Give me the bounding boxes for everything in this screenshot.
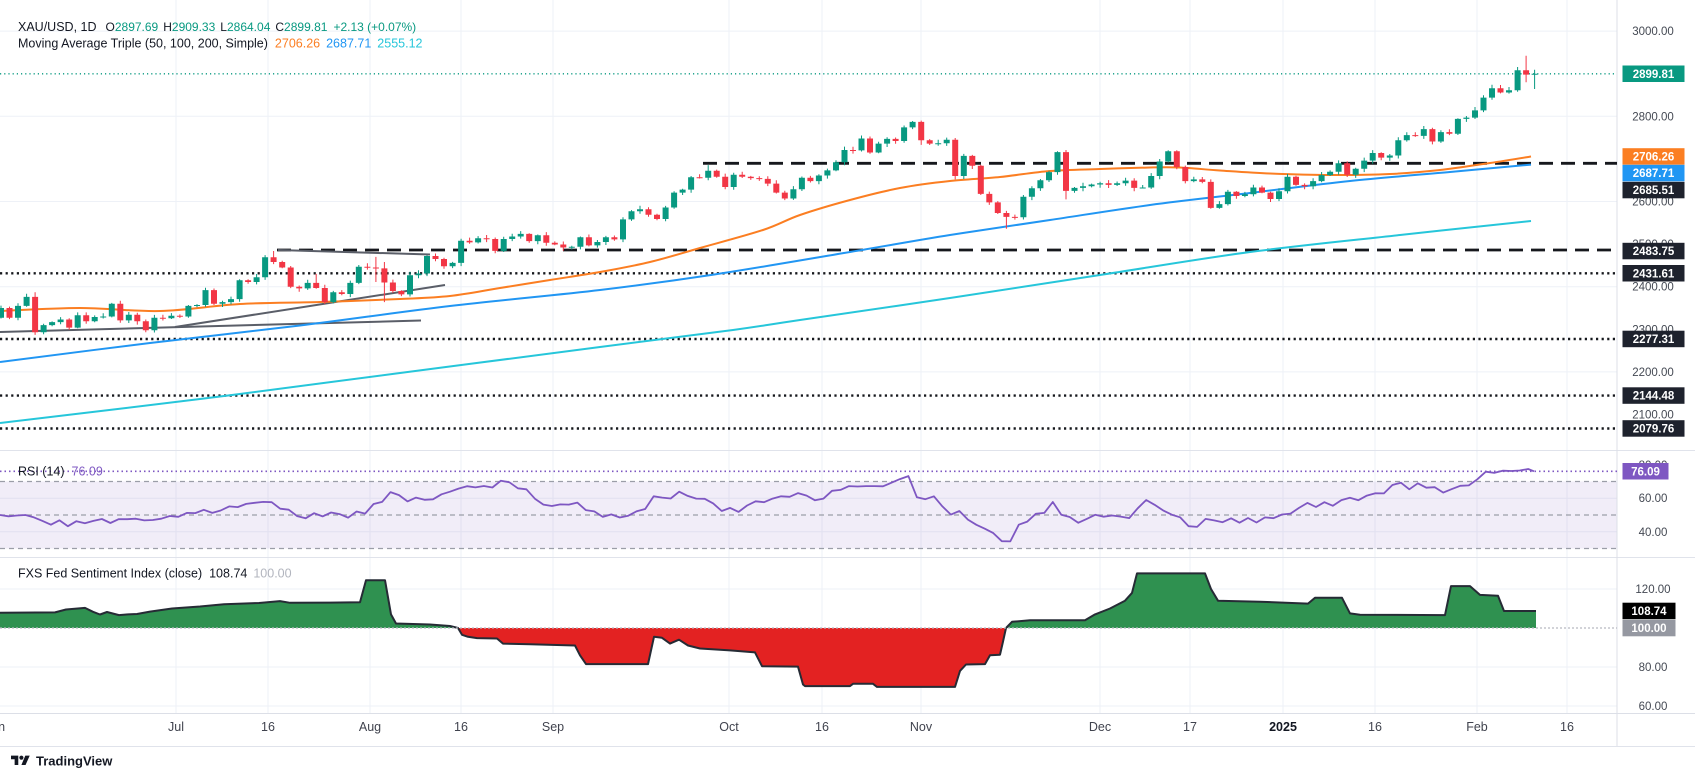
svg-text:16: 16 xyxy=(1368,720,1382,734)
svg-text:40.00: 40.00 xyxy=(1639,527,1668,539)
svg-text:2079.76: 2079.76 xyxy=(1633,424,1675,436)
svg-text:2277.31: 2277.31 xyxy=(1633,334,1675,346)
svg-text:RSI (14)76.09: RSI (14) 76.09 xyxy=(18,465,103,479)
svg-text:2025: 2025 xyxy=(1269,720,1297,734)
svg-text:108.74: 108.74 xyxy=(1631,606,1667,618)
svg-text:Nov: Nov xyxy=(910,720,933,734)
svg-text:2144.48: 2144.48 xyxy=(1633,391,1675,403)
svg-text:16: 16 xyxy=(454,720,468,734)
svg-text:TradingView: TradingView xyxy=(36,754,113,769)
svg-text:16: 16 xyxy=(815,720,829,734)
svg-text:2685.51: 2685.51 xyxy=(1633,185,1675,197)
svg-text:Jul: Jul xyxy=(168,720,184,734)
svg-text:2200.00: 2200.00 xyxy=(1632,367,1674,379)
svg-text:2687.71: 2687.71 xyxy=(1633,168,1675,180)
svg-text:16: 16 xyxy=(261,720,275,734)
svg-text:60.00: 60.00 xyxy=(1639,493,1668,505)
svg-text:80.00: 80.00 xyxy=(1639,662,1668,674)
svg-text:17: 17 xyxy=(1183,720,1197,734)
svg-text:Oct: Oct xyxy=(719,720,739,734)
svg-text:2431.61: 2431.61 xyxy=(1633,268,1675,280)
svg-text:2706.26: 2706.26 xyxy=(1633,152,1675,164)
svg-text:Jun: Jun xyxy=(0,720,5,734)
svg-text:Dec: Dec xyxy=(1089,720,1111,734)
svg-text:2100.00: 2100.00 xyxy=(1632,410,1674,422)
svg-text:120.00: 120.00 xyxy=(1635,584,1670,596)
svg-text:2800.00: 2800.00 xyxy=(1632,111,1674,123)
svg-text:2400.00: 2400.00 xyxy=(1632,282,1674,294)
svg-text:Moving Average Triple (50, 100: Moving Average Triple (50, 100, 200, Sim… xyxy=(18,37,423,51)
svg-text:100.00: 100.00 xyxy=(1631,623,1666,635)
svg-text:2899.81: 2899.81 xyxy=(1633,69,1675,81)
svg-text:16: 16 xyxy=(1560,720,1574,734)
svg-text:76.09: 76.09 xyxy=(1631,466,1660,478)
svg-text:Feb: Feb xyxy=(1466,720,1488,734)
svg-text:2483.75: 2483.75 xyxy=(1633,246,1675,258)
svg-text:Sep: Sep xyxy=(542,720,564,734)
svg-text:2600.00: 2600.00 xyxy=(1632,197,1674,209)
svg-text:FXS Fed Sentiment Index (close: FXS Fed Sentiment Index (close) 108.74 100… xyxy=(18,567,292,581)
svg-text:Aug: Aug xyxy=(359,720,381,734)
svg-text:60.00: 60.00 xyxy=(1639,701,1668,713)
svg-text:3000.00: 3000.00 xyxy=(1632,26,1674,38)
